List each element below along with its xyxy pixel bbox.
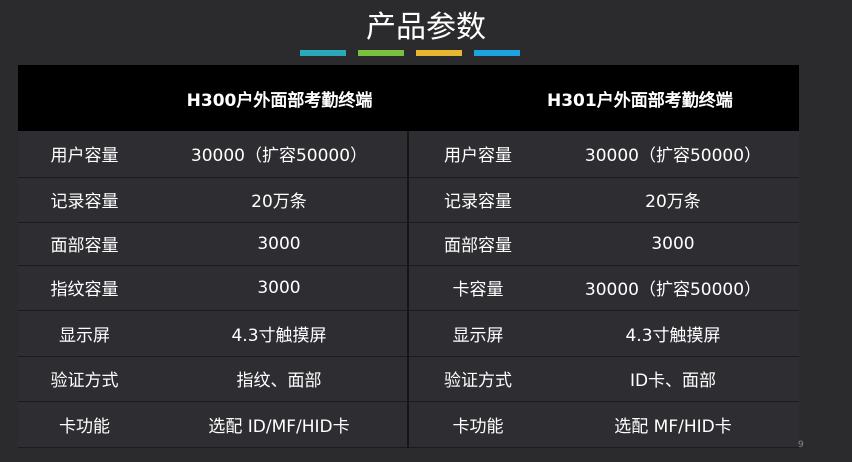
header-cell [408, 65, 547, 131]
spec-value: 30000（扩容50000） [151, 131, 408, 178]
spec-label: 卡功能 [407, 401, 547, 448]
accent-bar [416, 50, 462, 56]
table-row: 记录容量 20万条 记录容量 20万条 [18, 177, 799, 223]
spec-value: 4.3寸触摸屏 [547, 310, 799, 357]
spec-label: 用户容量 [18, 131, 151, 178]
spec-table: H300户外面部考勤终端 H301户外面部考勤终端 用户容量 30000（扩容50… [18, 65, 799, 448]
spec-value: 3000 [151, 222, 408, 266]
spec-label: 面部容量 [407, 222, 547, 266]
spec-label: 用户容量 [407, 131, 547, 178]
spec-label: 指纹容量 [18, 265, 151, 311]
page-number: 9 [798, 440, 804, 450]
table-header: H300户外面部考勤终端 H301户外面部考勤终端 [18, 65, 799, 131]
spec-label: 记录容量 [18, 177, 151, 223]
spec-label: 验证方式 [407, 356, 547, 402]
spec-value: 30000（扩容50000） [547, 265, 799, 311]
spec-value: 4.3寸触摸屏 [151, 310, 408, 357]
header-h301: H301户外面部考勤终端 [547, 65, 799, 131]
table-row: 面部容量 3000 面部容量 3000 [18, 222, 799, 266]
spec-label: 显示屏 [18, 310, 151, 357]
spec-value: 20万条 [547, 177, 799, 223]
spec-value: 选配 ID/MF/HID卡 [151, 401, 408, 448]
spec-value: 20万条 [151, 177, 408, 223]
header-cell [18, 65, 151, 131]
spec-value: ID卡、面部 [547, 356, 799, 402]
table-row: 卡功能 选配 ID/MF/HID卡 卡功能 选配 MF/HID卡 [18, 401, 799, 448]
page-title: 产品参数 [366, 10, 486, 45]
spec-label: 显示屏 [407, 310, 547, 357]
accent-bar [300, 50, 346, 56]
spec-label: 卡容量 [407, 265, 547, 311]
table-row: 验证方式 指纹、面部 验证方式 ID卡、面部 [18, 356, 799, 402]
header-h300: H300户外面部考勤终端 [151, 65, 408, 131]
spec-value: 指纹、面部 [151, 356, 408, 402]
spec-value: 30000（扩容50000） [547, 131, 799, 178]
spec-label: 面部容量 [18, 222, 151, 266]
spec-label: 记录容量 [407, 177, 547, 223]
spec-value: 选配 MF/HID卡 [547, 401, 799, 448]
spec-value: 3000 [547, 222, 799, 266]
accent-bar [358, 50, 404, 56]
accent-bars [300, 50, 520, 56]
spec-label: 卡功能 [18, 401, 151, 448]
table-row: 显示屏 4.3寸触摸屏 显示屏 4.3寸触摸屏 [18, 310, 799, 357]
accent-bar [474, 50, 520, 56]
spec-value: 3000 [151, 265, 408, 311]
table-row: 指纹容量 3000 卡容量 30000（扩容50000） [18, 265, 799, 311]
spec-label: 验证方式 [18, 356, 151, 402]
table-row: 用户容量 30000（扩容50000） 用户容量 30000（扩容50000） [18, 131, 799, 178]
